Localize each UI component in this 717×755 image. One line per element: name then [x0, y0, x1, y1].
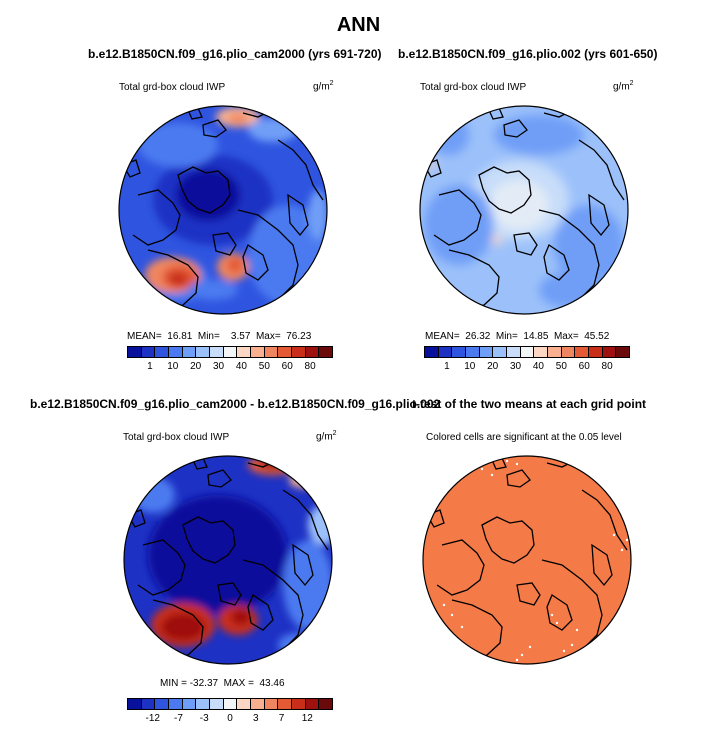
- colorbar-swatch: [278, 347, 293, 357]
- colorbar-tick-label: -7: [174, 713, 183, 724]
- panel-2-title: b.e12.B1850CN.f09_g16.plio.002 (yrs 601-…: [398, 47, 658, 61]
- colorbar-tick-label: -3: [199, 713, 209, 724]
- panel-3-stats: MIN = -32.37 MAX = 43.46: [160, 678, 285, 689]
- colorbar-swatch: [128, 347, 142, 357]
- panel-2-colorbar: 1 10 20 30 40 50 60 80: [424, 346, 630, 372]
- map-panel-4: [422, 455, 632, 665]
- colorbar-swatch: [223, 347, 238, 357]
- colorbar-swatch: [561, 347, 576, 357]
- panel-2-variable-label: Total grd-box cloud IWP: [420, 82, 527, 93]
- colorbar-swatch: [438, 347, 453, 357]
- colorbar-swatch: [210, 347, 224, 357]
- colorbar-swatch: [196, 347, 211, 357]
- colorbar-swatch: [223, 699, 238, 709]
- colorbar-swatch: [507, 347, 521, 357]
- main-title: ANN: [336, 14, 381, 36]
- colorbar-swatch: [575, 347, 590, 357]
- colorbar-swatch: [237, 699, 252, 709]
- colorbar-swatch: [155, 699, 170, 709]
- colorbar-swatch: [155, 347, 170, 357]
- panel-1-colorbar: 1 10 20 30 40 50 60 80: [127, 346, 333, 372]
- panel-2-units: g/m2: [613, 80, 634, 93]
- panel-3-units: g/m2: [316, 430, 337, 443]
- colorbar-swatch: [292, 347, 306, 357]
- colorbar-tick-label: 20: [487, 361, 499, 372]
- panel-3-colorbar-ticks: -12 -7 -3 0 3 7 12: [127, 710, 333, 724]
- colorbar-tick-label: 60: [578, 361, 590, 372]
- colorbar-swatch: [602, 347, 617, 357]
- colorbar-swatch: [493, 347, 508, 357]
- colorbar-swatch: [182, 347, 197, 357]
- colorbar-tick-label: 0: [227, 713, 233, 724]
- colorbar-swatch: [251, 347, 265, 357]
- colorbar-swatch: [534, 347, 549, 357]
- panel-1-colorbar-ticks: 1 10 20 30 40 50 60 80: [127, 358, 333, 372]
- panel-3-colorbar: -12 -7 -3 0 3 7 12: [127, 698, 333, 724]
- colorbar-tick-label: 50: [555, 361, 567, 372]
- panel-2-stats: MEAN= 26.32 Min= 14.85 Max= 45.52: [425, 331, 610, 342]
- colorbar-swatch: [292, 699, 306, 709]
- colorbar-tick-label: 80: [304, 361, 316, 372]
- colorbar-swatch: [616, 347, 630, 357]
- colorbar-swatch: [548, 347, 562, 357]
- colorbar-swatch: [479, 347, 494, 357]
- panel-3-title: b.e12.B1850CN.f09_g16.plio_cam2000 - b.e…: [30, 397, 441, 411]
- colorbar-swatch: [305, 699, 320, 709]
- colorbar-tick-label: 30: [212, 361, 225, 372]
- colorbar-tick-label: 40: [235, 361, 247, 372]
- colorbar-swatch: [169, 347, 183, 357]
- panel-4-variable-label: Colored cells are significant at the 0.0…: [426, 432, 622, 443]
- colorbar-swatch: [589, 347, 603, 357]
- colorbar-tick-label: 20: [190, 361, 202, 372]
- colorbar-swatch: [319, 347, 333, 357]
- colorbar-swatch: [520, 347, 535, 357]
- panel-4-title: t-test of the two means at each grid poi…: [412, 397, 647, 411]
- colorbar-tick-label: 80: [601, 361, 613, 372]
- colorbar-swatch: [237, 347, 252, 357]
- panel-3-variable-label: Total grd-box cloud IWP: [123, 432, 230, 443]
- panel-2-colorbar-ticks: 1 10 20 30 40 50 60 80: [424, 358, 630, 372]
- colorbar-swatch: [196, 699, 211, 709]
- map-panel-1: [118, 105, 328, 315]
- colorbar-swatch: [141, 699, 156, 709]
- map-panel-3: [123, 455, 333, 665]
- panel-1-stats: MEAN= 16.81 Min= 3.57 Max= 76.23: [127, 331, 312, 342]
- colorbar-swatch: [305, 347, 320, 357]
- colorbar-tick-label: 7: [278, 713, 285, 724]
- colorbar-tick-label: 10: [464, 361, 476, 372]
- colorbar-swatch: [425, 347, 439, 357]
- map-panel-2: [419, 105, 629, 315]
- colorbar-tick-label: 60: [281, 361, 293, 372]
- colorbar-tick-label: 10: [167, 361, 179, 372]
- colorbar-swatch: [278, 699, 293, 709]
- colorbar-swatch: [128, 699, 142, 709]
- colorbar-swatch: [169, 699, 183, 709]
- colorbar-tick-label: 30: [509, 361, 522, 372]
- panel-1-units: g/m2: [313, 80, 334, 93]
- colorbar-tick-label: 3: [252, 713, 259, 724]
- colorbar-tick-label: 40: [532, 361, 544, 372]
- colorbar-swatch: [264, 347, 279, 357]
- colorbar-swatch: [452, 347, 467, 357]
- colorbar-swatch: [319, 699, 333, 709]
- colorbar-tick-label: -12: [145, 713, 160, 724]
- colorbar-tick-label: 1: [147, 361, 153, 372]
- colorbar-tick-label: 12: [301, 713, 313, 724]
- colorbar-swatch: [210, 699, 224, 709]
- colorbar-swatch: [141, 347, 156, 357]
- colorbar-tick-label: 50: [258, 361, 270, 372]
- colorbar-swatch: [182, 699, 197, 709]
- colorbar-swatch: [466, 347, 480, 357]
- colorbar-tick-label: 1: [444, 361, 450, 372]
- colorbar-swatch: [264, 699, 279, 709]
- panel-1-title: b.e12.B1850CN.f09_g16.plio_cam2000 (yrs …: [88, 47, 382, 61]
- panel-1-variable-label: Total grd-box cloud IWP: [119, 82, 226, 93]
- colorbar-swatch: [251, 699, 265, 709]
